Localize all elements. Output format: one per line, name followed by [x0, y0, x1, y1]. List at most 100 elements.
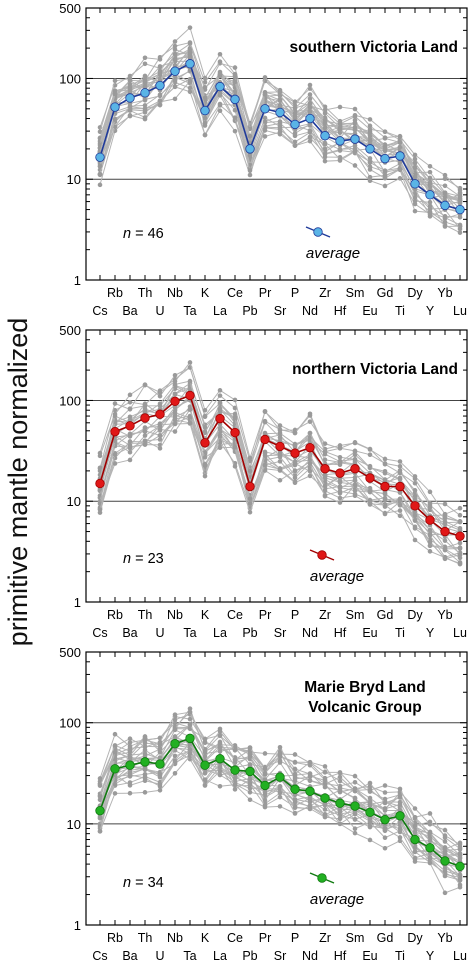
- average-point-Gd: [380, 153, 390, 164]
- sample-point: [187, 378, 193, 384]
- average-point-Dy: [410, 834, 420, 845]
- sample-point: [232, 397, 238, 403]
- sample-point: [217, 93, 223, 98]
- sample-point: [172, 63, 178, 68]
- sample-point: [112, 413, 118, 419]
- x-tick-label: Hf: [334, 626, 347, 640]
- sample-point: [262, 119, 268, 124]
- x-tick-label: Pb: [242, 949, 257, 963]
- count-value: = 34: [131, 875, 164, 891]
- sample-point: [97, 465, 103, 471]
- x-tick-label: Sr: [274, 949, 287, 963]
- y-tick-label: 10: [67, 817, 81, 832]
- y-axis-label: primitive mantle normalized: [3, 318, 33, 647]
- sample-point: [427, 489, 433, 495]
- sample-point: [127, 431, 133, 437]
- legend-marker: [317, 550, 327, 560]
- sample-point: [262, 751, 268, 756]
- sample-point: [307, 96, 313, 102]
- sample-point: [292, 475, 298, 481]
- x-tick-label: Pr: [259, 608, 272, 622]
- sample-point: [352, 163, 358, 168]
- average-point-Sm: [350, 801, 360, 811]
- average-point-Gd: [380, 814, 390, 825]
- sample-point: [277, 98, 283, 104]
- sample-point: [427, 532, 433, 537]
- sample-point: [427, 180, 433, 186]
- sample-point: [217, 59, 223, 65]
- sample-point: [412, 537, 418, 543]
- sample-point: [442, 501, 448, 507]
- sample-point: [412, 208, 418, 214]
- sample-point: [112, 749, 118, 755]
- sample-point: [427, 199, 433, 205]
- sample-point: [187, 706, 193, 711]
- sample-point: [157, 433, 163, 438]
- sample-point: [142, 97, 148, 103]
- sample-point: [277, 466, 283, 472]
- sample-point: [247, 133, 253, 139]
- sample-point: [367, 117, 373, 122]
- sample-point: [382, 790, 388, 795]
- sample-point: [157, 390, 163, 395]
- sample-point: [127, 392, 133, 398]
- sample-point: [172, 96, 178, 102]
- count-prefix: n: [123, 226, 131, 242]
- sample-point: [352, 477, 358, 483]
- sample-point: [382, 845, 388, 851]
- x-tick-label: K: [201, 931, 210, 945]
- sample-point: [157, 393, 163, 399]
- sample-point: [172, 379, 178, 384]
- sample-point: [397, 835, 403, 840]
- sample-point: [367, 452, 373, 457]
- x-tick-label: Gd: [377, 931, 394, 945]
- sample-point: [277, 784, 283, 789]
- sample-point: [322, 117, 328, 123]
- sample-point: [412, 524, 418, 530]
- panel-title: Volcanic Group: [308, 699, 421, 716]
- average-point-Sr: [275, 107, 285, 118]
- sample-point: [427, 527, 433, 533]
- sample-point: [262, 790, 268, 796]
- x-tick-label: Ba: [122, 304, 137, 318]
- x-tick-label: Nb: [167, 286, 183, 300]
- sample-point: [382, 783, 388, 788]
- sample-point: [262, 803, 268, 808]
- sample-point: [337, 479, 343, 484]
- sample-point: [322, 141, 328, 147]
- sample-point: [262, 777, 268, 782]
- sample-point: [337, 158, 343, 163]
- average-point-Pb: [245, 144, 255, 154]
- sample-point: [412, 513, 418, 518]
- sample-point: [172, 43, 178, 49]
- sample-point: [397, 795, 403, 800]
- sample-point: [187, 85, 193, 91]
- average-point-Nd: [305, 113, 315, 124]
- sample-point: [427, 543, 433, 549]
- sample-point: [292, 105, 298, 111]
- sample-point: [157, 57, 163, 62]
- sample-point: [412, 156, 418, 162]
- sample-point: [397, 476, 403, 482]
- average-point-Y: [425, 843, 435, 853]
- sample-point: [187, 420, 193, 426]
- sample-point: [322, 770, 328, 775]
- x-tick-label: Eu: [362, 626, 377, 640]
- sample-point: [322, 488, 328, 494]
- sample-point: [232, 65, 238, 70]
- x-tick-label: Cs: [92, 626, 107, 640]
- sample-point: [202, 455, 208, 460]
- sample-point: [247, 172, 253, 178]
- x-tick-label: U: [155, 626, 164, 640]
- sample-point: [382, 129, 388, 134]
- sample-point: [322, 125, 328, 131]
- sample-point: [202, 95, 208, 101]
- sample-point: [262, 75, 268, 80]
- average-point-Ta: [185, 390, 195, 401]
- average-point-Y: [425, 515, 435, 525]
- sample-point: [262, 128, 268, 133]
- sample-point: [427, 860, 433, 866]
- average-point-Cs: [95, 805, 105, 816]
- sample-point: [172, 417, 178, 423]
- sample-point: [277, 129, 283, 135]
